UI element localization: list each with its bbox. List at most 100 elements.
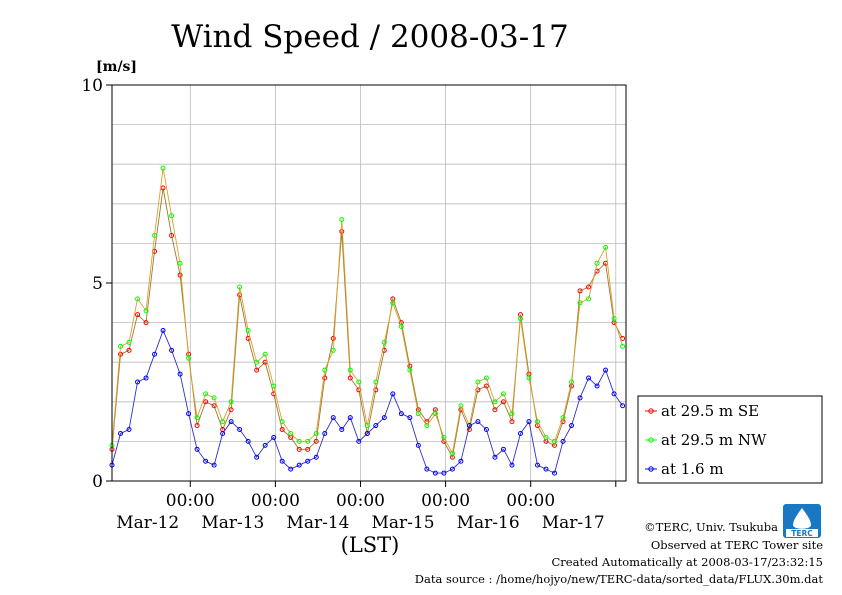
- series-point: [228, 399, 234, 405]
- series-line: [111, 329, 623, 474]
- series-point: [177, 272, 183, 278]
- series-point: [169, 347, 175, 353]
- series-point: [560, 415, 566, 421]
- series-point: [449, 466, 455, 472]
- series-point: [126, 347, 132, 353]
- series-point: [586, 296, 592, 302]
- footer-observed: Observed at TERC Tower site: [651, 538, 823, 552]
- series-layer: [109, 165, 626, 476]
- series-point: [552, 470, 558, 476]
- legend: at 29.5 m SE at 29.5 m NW at 1.6 m: [637, 395, 823, 484]
- series-point: [373, 379, 379, 385]
- series-point: [152, 232, 158, 238]
- y-tick-label: 0: [92, 472, 103, 492]
- legend-marker: [648, 466, 654, 472]
- x-time-label: 00:00: [251, 491, 300, 511]
- series-point: [432, 411, 438, 417]
- series-point: [211, 395, 217, 401]
- series-point: [398, 324, 404, 330]
- series-point: [237, 292, 243, 298]
- series-point: [330, 415, 336, 421]
- series-point: [194, 423, 200, 429]
- series-point: [313, 454, 319, 460]
- series-point: [347, 415, 353, 421]
- series-point: [279, 419, 285, 425]
- series-point: [381, 339, 387, 345]
- series-point: [543, 466, 549, 472]
- series-point: [126, 339, 132, 345]
- series-point: [526, 419, 532, 425]
- series-point: [118, 351, 124, 357]
- series-point: [322, 375, 328, 381]
- series-point: [194, 415, 200, 421]
- series-line: [111, 168, 624, 455]
- x-axis-label: (LST): [341, 533, 400, 557]
- series-point: [296, 438, 302, 444]
- x-date-label: Mar-14: [286, 513, 349, 533]
- series-point: [262, 442, 268, 448]
- series-point: [254, 367, 260, 373]
- x-time-label: 00:00: [421, 491, 470, 511]
- series-point: [390, 300, 396, 306]
- series-point: [492, 407, 498, 413]
- x-date-label: Mar-17: [542, 513, 605, 533]
- series-point: [347, 375, 353, 381]
- footer-created: Created Automatically at 2008-03-17/23:3…: [552, 555, 824, 569]
- footer: ©TERC, Univ. Tsukuba Observed at TERC To…: [415, 520, 824, 586]
- series-point: [500, 399, 506, 405]
- series-point: [390, 391, 396, 397]
- series-point: [169, 213, 175, 219]
- series-point: [517, 316, 523, 322]
- terc-logo-text: TERC: [791, 529, 813, 538]
- series-point: [203, 391, 209, 397]
- x-date-label: Mar-12: [116, 513, 179, 533]
- series-point: [347, 367, 353, 373]
- series-point: [517, 430, 523, 436]
- series-point: [458, 458, 464, 464]
- y-axis-ticks: 0 5 10: [81, 76, 112, 492]
- y-tick-label: 5: [92, 274, 103, 294]
- series-point: [271, 434, 277, 440]
- series-2: [109, 165, 626, 456]
- x-date-label: Mar-13: [201, 513, 264, 533]
- legend-marker: [648, 437, 654, 443]
- series-point: [160, 165, 166, 171]
- series-point: [381, 415, 387, 421]
- series-point: [254, 454, 260, 460]
- series-point: [594, 383, 600, 389]
- series-point: [543, 434, 549, 440]
- series-point: [237, 284, 243, 290]
- grid-lines: [112, 85, 626, 481]
- series-point: [398, 411, 404, 417]
- series-point: [356, 438, 362, 444]
- series-point: [194, 446, 200, 452]
- series-point: [322, 367, 328, 373]
- series-point: [620, 335, 626, 341]
- series-point: [296, 446, 302, 452]
- series-point: [339, 229, 345, 235]
- series-point: [364, 423, 370, 429]
- series-point: [620, 343, 626, 349]
- series-point: [135, 312, 141, 318]
- series-point: [313, 430, 319, 436]
- x-time-label: 00:00: [336, 491, 385, 511]
- series-point: [279, 458, 285, 464]
- series-point: [186, 411, 192, 417]
- series-point: [135, 296, 141, 302]
- footer-data-source: Data source : /home/hojyo/new/TERC-data/…: [415, 572, 824, 586]
- series-point: [509, 411, 515, 417]
- series-point: [373, 423, 379, 429]
- series-point: [483, 427, 489, 433]
- series-point: [296, 462, 302, 468]
- series-point: [492, 454, 498, 460]
- series-point: [441, 434, 447, 440]
- series-point: [186, 355, 192, 361]
- series-point: [271, 383, 277, 389]
- series-point: [475, 419, 481, 425]
- series-point: [620, 403, 626, 409]
- series-point: [228, 407, 234, 413]
- series-point: [143, 308, 149, 314]
- series-point: [245, 438, 251, 444]
- series-point: [603, 244, 609, 250]
- x-date-label: Mar-15: [372, 513, 435, 533]
